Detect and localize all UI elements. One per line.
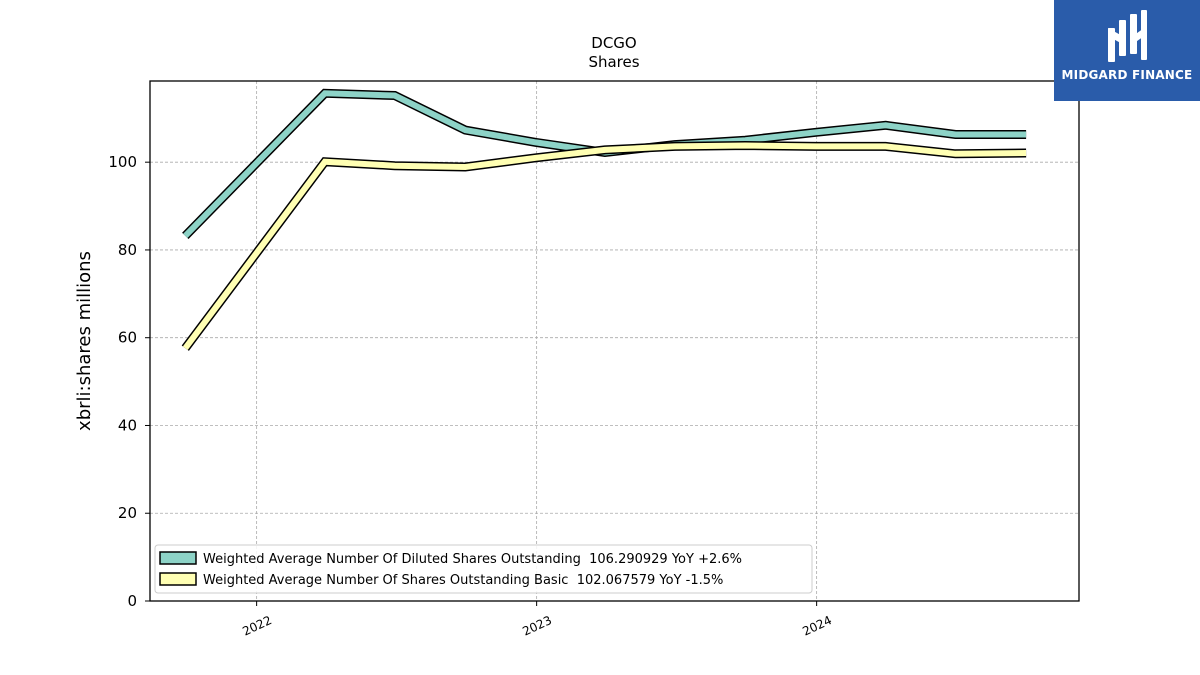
x-tick-label: 2023 xyxy=(520,613,554,639)
legend-box xyxy=(154,544,813,594)
y-tick-label: 20 xyxy=(118,504,137,522)
legend-label-diluted: Weighted Average Number Of Diluted Share… xyxy=(203,552,742,567)
chart-title: DCGO xyxy=(591,34,636,52)
plot-frame xyxy=(149,80,1080,602)
y-tick-label: 100 xyxy=(108,153,137,171)
x-tick-label: 2024 xyxy=(800,613,834,639)
chart-subtitle: Shares xyxy=(588,53,639,71)
y-tick-label: 80 xyxy=(118,241,137,259)
series-line-basic xyxy=(182,142,1027,350)
series-line-diluted xyxy=(183,90,1027,238)
y-tick-label: 0 xyxy=(127,592,137,610)
legend-label-basic: Weighted Average Number Of Shares Outsta… xyxy=(203,573,723,588)
y-tick-label: 60 xyxy=(118,329,137,347)
grid xyxy=(150,81,1079,601)
series-lines xyxy=(181,88,1027,351)
x-tick-label: 2022 xyxy=(240,613,274,639)
legend-swatch-diluted xyxy=(159,551,197,565)
y-axis-label: xbrli:shares millions xyxy=(74,251,95,431)
logo-mark-icon xyxy=(1108,10,1147,62)
y-tick-label: 40 xyxy=(118,416,137,434)
brand-logo: MIDGARD FINANCE xyxy=(1054,0,1200,101)
legend-swatch-basic xyxy=(159,572,197,586)
legend: Weighted Average Number Of Diluted Share… xyxy=(154,544,813,594)
brand-name: MIDGARD FINANCE xyxy=(1061,68,1193,82)
series-line-outline-diluted xyxy=(182,88,1027,240)
